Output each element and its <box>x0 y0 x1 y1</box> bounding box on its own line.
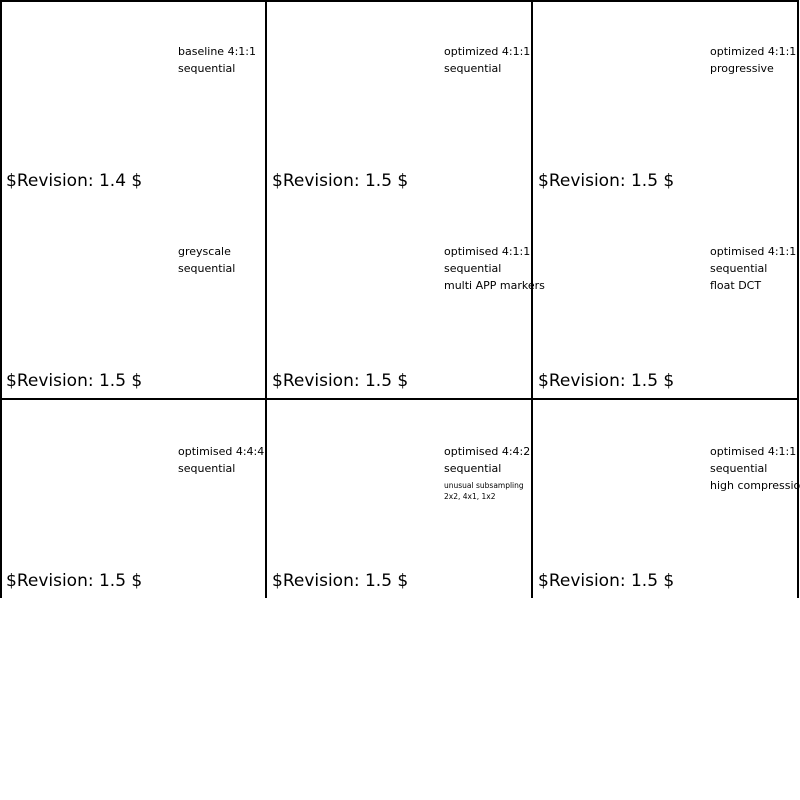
grid-divider <box>265 0 267 598</box>
image-description: optimised 4:1:1 sequential multi APP marke… <box>444 243 545 294</box>
jpeg-test-image: optimised 4:4:4 sequential $Revision: 1.5 … <box>0 400 266 600</box>
revision-label: $Revision: 1.5 $ <box>6 571 143 591</box>
revision-label: $Revision: 1.5 $ <box>538 571 675 591</box>
jpeg-test-image: optimised 4:4:2 sequential unusual subsamp… <box>266 400 532 600</box>
grid-divider <box>0 398 798 400</box>
jpeg-test-image: greyscale sequential $Revision: 1.5 $ <box>0 200 266 400</box>
description-line: sequential <box>178 262 236 275</box>
small-note: unusual subsampling 2x2, 4x1, 1x2 <box>444 480 530 502</box>
image-description: greyscale sequential <box>178 243 235 277</box>
description-line: sequential <box>444 262 502 275</box>
jpeg-test-image: optimised 4:1:1 sequential multi APP marke… <box>266 200 545 400</box>
image-description: baseline 4:1:1 sequential <box>178 43 256 77</box>
revision-label: $Revision: 1.5 $ <box>272 371 409 391</box>
description-line: optimised 4:4:2 <box>444 445 531 458</box>
description-line: optimised 4:1:1 <box>444 245 531 258</box>
jpeg-test-image: baseline 4:1:1 sequential $Revision: 1.4 $ <box>0 0 266 200</box>
image-description: optimised 4:4:2 sequential unusual subsamp… <box>444 443 530 502</box>
grid-divider <box>531 0 533 598</box>
revision-label: $Revision: 1.5 $ <box>272 171 409 191</box>
description-line: sequential <box>710 462 768 475</box>
small-note-line: unusual subsampling <box>444 481 524 490</box>
description-line: optimised 4:1:1 <box>710 445 797 458</box>
jpeg-test-image: optimised 4:1:1 sequential float DCT $Revis… <box>532 200 798 400</box>
jpeg-test-image: optimised 4:1:1 sequential high compressio… <box>532 400 800 600</box>
grid-divider <box>797 0 799 598</box>
description-line: greyscale <box>178 245 231 258</box>
image-description: optimised 4:1:1 sequential high compressio… <box>710 443 800 494</box>
revision-label: $Revision: 1.4 $ <box>6 171 143 191</box>
description-line: sequential <box>178 62 236 75</box>
description-line: sequential <box>444 462 502 475</box>
description-line: multi APP markers <box>444 279 545 292</box>
description-line: float DCT <box>710 279 762 292</box>
revision-label: $Revision: 1.5 $ <box>538 171 675 191</box>
description-line: progressive <box>710 62 774 75</box>
description-line: optimised 4:4:4 <box>178 445 265 458</box>
grid-divider <box>0 0 798 2</box>
description-line: sequential <box>178 462 236 475</box>
description-line: optimized 4:1:1 <box>710 45 797 58</box>
description-line: sequential <box>710 262 768 275</box>
description-line: high compression <box>710 479 800 492</box>
grid-divider <box>0 0 2 598</box>
small-note-line: 2x2, 4x1, 1x2 <box>444 492 496 501</box>
image-description: optimized 4:1:1 sequential <box>444 43 530 77</box>
description-line: optimised 4:1:1 <box>710 245 797 258</box>
jpeg-test-image: optimized 4:1:1 progressive $Revision: 1.5… <box>532 0 798 200</box>
jpeg-test-image: optimized 4:1:1 sequential $Revision: 1.5 … <box>266 0 532 200</box>
description-line: baseline 4:1:1 <box>178 45 256 58</box>
description-line: sequential <box>444 62 502 75</box>
image-description: optimised 4:4:4 sequential <box>178 443 264 477</box>
revision-label: $Revision: 1.5 $ <box>6 371 143 391</box>
revision-label: $Revision: 1.5 $ <box>272 571 409 591</box>
revision-label: $Revision: 1.5 $ <box>538 371 675 391</box>
description-line: optimized 4:1:1 <box>444 45 531 58</box>
image-description: optimised 4:1:1 sequential float DCT <box>710 243 796 294</box>
image-description: optimized 4:1:1 progressive <box>710 43 796 77</box>
